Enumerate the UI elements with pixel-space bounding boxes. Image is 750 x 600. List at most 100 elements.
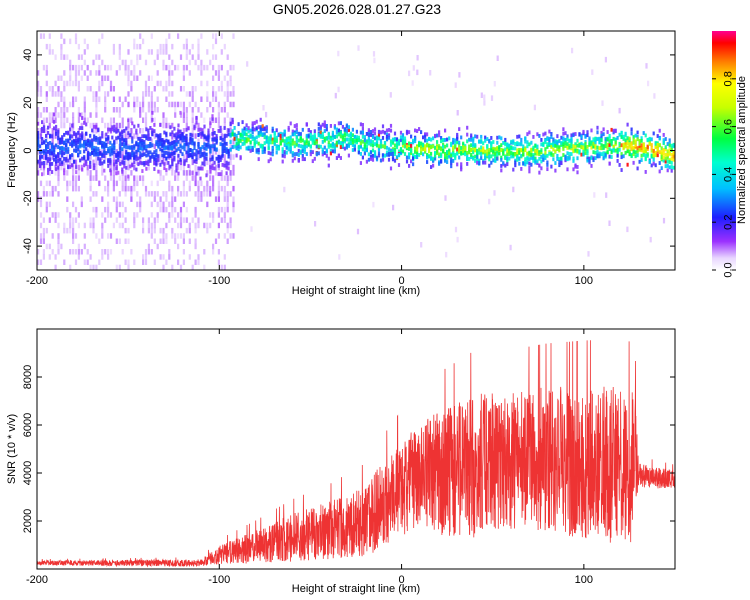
spectrogram-cell	[594, 136, 597, 141]
spectrogram-cell	[560, 161, 563, 166]
spectrogram-cell	[416, 150, 419, 155]
spectrogram-cell	[584, 151, 587, 155]
spectrogram-cell	[71, 140, 74, 145]
spectrogram-cell	[592, 144, 595, 149]
spectrogram-cell	[232, 33, 235, 39]
spectrogram-cell	[558, 148, 561, 153]
spectrogram-cell	[185, 217, 188, 223]
spectrogram-cell	[309, 144, 312, 149]
spectrogram-cell	[365, 159, 368, 164]
spectrogram-cell	[670, 146, 673, 150]
spectrogram-cell	[207, 128, 210, 133]
spectrogram-cell	[361, 147, 364, 152]
spectrogram-cell	[371, 143, 375, 148]
spectrogram-cell	[644, 133, 647, 138]
spectrogram-cell	[182, 191, 185, 197]
spectrogram-cell	[168, 254, 171, 260]
spectrogram-cell	[524, 136, 527, 141]
spectrogram-cell	[101, 141, 104, 145]
spectrogram-cell	[650, 146, 653, 151]
spectrogram-cell	[538, 152, 541, 157]
spectrogram-cell	[118, 212, 121, 218]
spectrogram-cell	[434, 145, 437, 150]
spectrogram-cell	[95, 212, 98, 218]
spectrogram-cell	[528, 161, 531, 166]
spectrogram-cell	[155, 142, 158, 147]
spectrogram-cell	[498, 149, 501, 154]
spectrogram-cell	[480, 92, 483, 98]
spectrogram-cell	[69, 70, 72, 76]
spectrogram-cell	[159, 149, 162, 155]
spectrogram-cell	[371, 154, 375, 158]
spectrogram-cell	[93, 124, 96, 129]
spectrogram-cell	[528, 150, 531, 155]
spectrogram-cell	[71, 134, 74, 139]
spectrogram-cell	[207, 135, 210, 140]
spectrogram-cell	[253, 141, 256, 146]
spectrogram-cell	[630, 143, 633, 148]
spectrogram-cell	[217, 112, 220, 118]
spectrogram-cell	[104, 64, 107, 71]
spectrogram-cell	[115, 206, 118, 213]
spectrogram-cell	[434, 153, 437, 158]
spectrogram-cell	[554, 161, 557, 165]
spectrogram-cell	[594, 156, 597, 161]
spectrogram-cell	[226, 175, 229, 181]
spectrogram-cell	[426, 143, 429, 148]
spectrogram-cell	[532, 156, 535, 160]
spectrogram-cell	[349, 140, 352, 145]
spectrogram-cell	[197, 259, 200, 265]
spectrogram-cell	[281, 149, 284, 154]
spectrogram-cell	[253, 127, 256, 132]
spectrogram-cell	[43, 161, 46, 165]
spectrogram-cell	[217, 101, 220, 108]
spectrogram-cell	[426, 160, 429, 164]
spectrogram-cell	[65, 138, 68, 143]
spectrogram-cell	[594, 146, 597, 150]
spectrogram-cell	[171, 70, 174, 76]
spectrogram-cell	[66, 227, 69, 234]
spectrogram-cell	[99, 140, 102, 145]
colorbar-ticks: 0.00.20.40.60.8	[712, 71, 736, 278]
spectrogram-cell	[662, 133, 665, 137]
spectrogram-cell	[139, 142, 142, 147]
spectrogram-cell	[307, 142, 310, 147]
spectrogram-cell	[293, 144, 296, 149]
spectrogram-cell	[171, 59, 174, 66]
spectrogram-cell	[65, 150, 68, 154]
spectrogram-cell	[145, 166, 148, 171]
spectrogram-cell	[275, 139, 278, 143]
spectrogram-cell	[604, 144, 607, 149]
spectrogram-cell	[574, 142, 577, 147]
spectrogram-cell	[231, 129, 234, 134]
spectrogram-cell	[141, 134, 144, 139]
spectrogram-cell	[530, 153, 533, 157]
spectrogram-cell	[533, 104, 536, 111]
spectrogram-cell	[405, 159, 409, 164]
spectrogram-cell	[213, 146, 216, 151]
spectrogram-cell	[608, 139, 611, 144]
spectrogram-cell	[273, 142, 276, 147]
spectrogram-cell	[393, 137, 397, 141]
spectrogram-cell	[103, 141, 106, 146]
spectrogram-cell	[436, 146, 439, 151]
spectrogram-cell	[460, 162, 463, 167]
spectrogram-cell	[177, 270, 179, 276]
spectrogram-cell	[45, 191, 48, 197]
spectrogram-cell	[450, 159, 453, 164]
spectrogram-cell	[361, 123, 364, 127]
spectrogram-cell	[552, 147, 555, 152]
spectrogram-cell	[616, 159, 619, 163]
spectrogram-cell	[153, 217, 156, 223]
spectrogram-cell	[436, 149, 439, 154]
spectrogram-cell	[185, 49, 188, 55]
spectrogram-cell	[37, 143, 40, 147]
spectrogram-cell	[142, 107, 145, 113]
spectrogram-cell	[97, 152, 100, 157]
spectrogram-cell	[48, 86, 51, 92]
spectrogram-cell	[440, 139, 443, 144]
spectrogram-cell	[478, 150, 481, 155]
spectrogram-cell	[377, 133, 381, 138]
spectrogram-cell	[446, 155, 449, 160]
spectrogram-cell	[618, 147, 621, 152]
